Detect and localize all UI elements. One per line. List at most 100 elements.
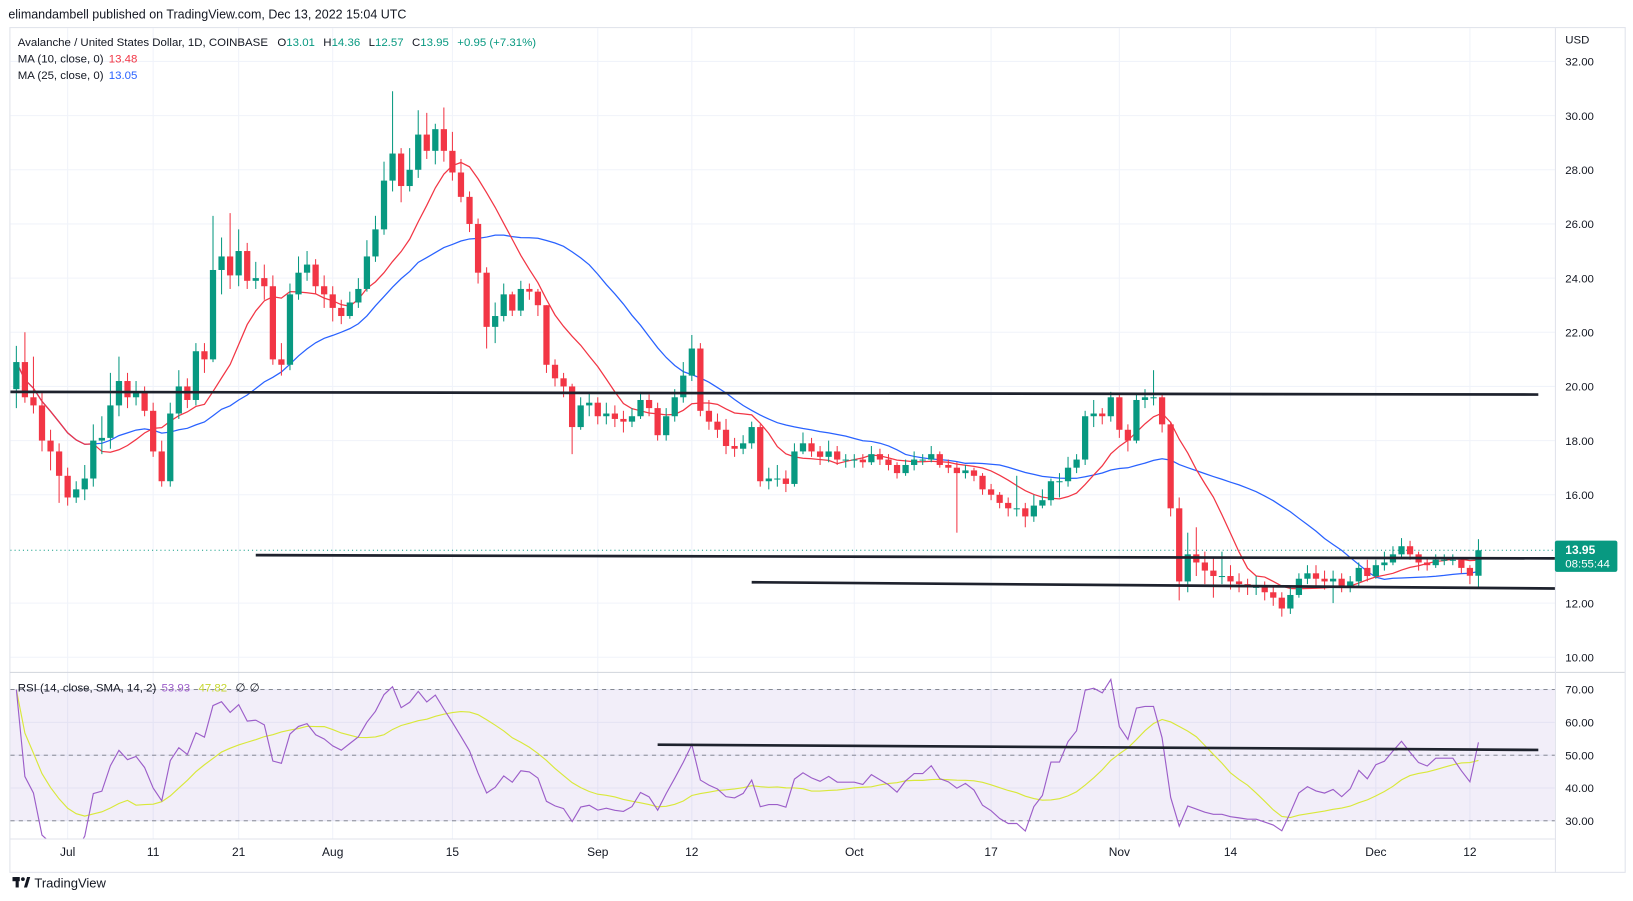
candle <box>175 370 182 419</box>
candle <box>30 356 37 414</box>
candle <box>722 418 730 455</box>
candle-body <box>637 399 644 417</box>
candle-body <box>620 418 627 422</box>
candle-body <box>1372 565 1379 577</box>
candle <box>432 123 439 165</box>
candle <box>218 237 225 295</box>
candle <box>500 283 507 322</box>
candle-body <box>1381 562 1388 566</box>
candle-body <box>987 489 995 495</box>
candle <box>338 299 345 325</box>
candle-body <box>124 381 131 398</box>
candle <box>355 278 362 308</box>
candle-body <box>295 272 302 295</box>
candle <box>1312 565 1320 587</box>
candle-body <box>1099 413 1106 417</box>
candle <box>987 483 995 501</box>
candle <box>654 402 661 441</box>
rsi-band <box>10 689 1555 821</box>
candle <box>1167 421 1174 517</box>
candle <box>876 448 884 465</box>
candle <box>150 402 157 457</box>
trendline-drawing[interactable] <box>657 743 1539 752</box>
candle-body <box>551 364 559 379</box>
candle <box>1022 502 1029 528</box>
axes: 32.00 30.00 28.00 26.00 24.00 22.00 20.00 18.00… <box>60 57 1594 860</box>
candle <box>645 394 653 417</box>
legend-rsi[interactable]: RSI (14, close, SMA, 14, 2) 53.93 47.82 ∅… <box>18 683 260 695</box>
time-tick-label: Nov <box>1109 845 1130 859</box>
rsi-pane[interactable] <box>15 677 1539 864</box>
candle <box>235 229 242 287</box>
legend-ma10[interactable]: MA (10, close, 0) 13.48 <box>18 53 138 65</box>
price-tick-label: 24.00 <box>1565 273 1594 285</box>
tradingview-logo-icon <box>12 877 31 888</box>
candle-body <box>1124 429 1132 441</box>
rsi-sma-value: 47.82 <box>198 683 227 695</box>
candle <box>423 112 430 159</box>
candle-body <box>500 294 507 317</box>
candle <box>303 251 311 281</box>
candle <box>859 454 866 468</box>
candle <box>321 275 328 308</box>
candle-body <box>568 386 576 428</box>
candle <box>1124 424 1132 452</box>
time-tick-label: 12 <box>685 845 699 859</box>
candle <box>1475 539 1482 588</box>
candle <box>586 391 593 417</box>
trendline-drawing[interactable] <box>751 580 1556 590</box>
candle <box>868 446 875 465</box>
candle-body <box>1082 416 1089 460</box>
candle <box>1210 557 1217 598</box>
candle <box>98 416 105 455</box>
candle <box>466 191 473 233</box>
candle-body <box>517 288 524 311</box>
candle-body <box>406 169 413 187</box>
candle-body <box>64 475 71 498</box>
price-tick-label: 20.00 <box>1565 382 1594 394</box>
trendline-drawing[interactable] <box>255 553 1556 560</box>
candle <box>928 446 935 463</box>
candle <box>1287 586 1294 614</box>
tradingview-logo[interactable]: TradingView <box>12 875 107 890</box>
candle-body <box>244 251 251 281</box>
candle <box>851 454 858 468</box>
candle-body <box>970 470 978 476</box>
candle-body <box>372 229 379 257</box>
candle-body <box>697 348 704 411</box>
candle <box>611 405 618 428</box>
candle <box>688 334 695 382</box>
candle <box>945 459 952 474</box>
candle <box>996 492 1003 509</box>
candle <box>543 305 550 373</box>
candle-body <box>808 443 815 452</box>
candle-body <box>329 294 336 308</box>
candle-body <box>338 307 345 317</box>
candle-body <box>1073 459 1080 468</box>
candle-body <box>1432 559 1439 566</box>
candle <box>1047 478 1055 506</box>
candle <box>1133 394 1140 444</box>
candle-body <box>1090 413 1097 417</box>
candle-body <box>885 459 892 465</box>
candle-body <box>175 386 182 414</box>
candle-body <box>1449 559 1456 561</box>
candle-body <box>791 451 798 484</box>
candle <box>791 443 798 487</box>
candle <box>825 440 832 463</box>
candle <box>1184 532 1191 593</box>
ma25-value: 13.05 <box>109 70 138 82</box>
candle-body <box>979 475 986 490</box>
candle <box>1039 489 1046 509</box>
candle-body <box>1304 573 1311 579</box>
trendline-drawing[interactable] <box>8 390 1539 396</box>
candle-body <box>911 459 918 465</box>
candle <box>1099 408 1106 425</box>
candle <box>244 242 251 289</box>
candle-body <box>1270 592 1277 598</box>
legend-ma25[interactable]: MA (25, close, 0) 13.05 <box>18 70 138 82</box>
candle-body <box>13 362 20 390</box>
candle-body <box>218 256 225 270</box>
price-pane[interactable] <box>8 91 1556 617</box>
